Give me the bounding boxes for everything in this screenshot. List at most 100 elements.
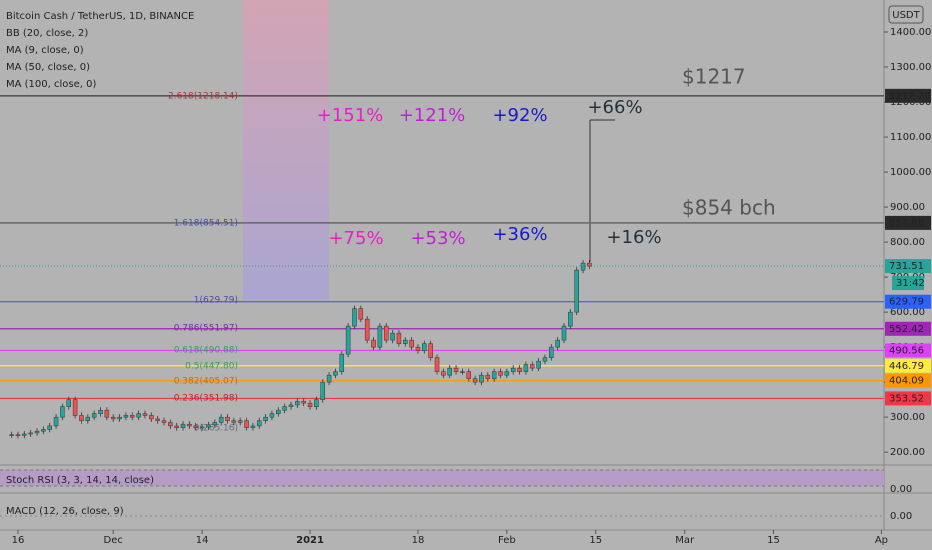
y-tick-label: 600.00 <box>890 307 925 318</box>
candle-body <box>142 413 148 416</box>
candle-body <box>180 423 186 428</box>
symbol-title: Bitcoin Cash / TetherUS, 1D, BINANCE <box>6 11 194 22</box>
candle-body <box>250 425 256 428</box>
price-annotation: $1217 <box>682 65 746 89</box>
percent-annotation: +53% <box>410 228 465 249</box>
candle-body <box>472 378 478 383</box>
percent-annotation: +36% <box>492 224 547 245</box>
price-level-tag: 1217.70 <box>889 91 930 102</box>
price-level-tag-bg <box>885 373 931 388</box>
price-level-tag: 629.79 <box>889 297 924 308</box>
fib-label: 0.236(351.98) <box>174 394 238 404</box>
candle-body <box>428 343 433 358</box>
candle-body <box>555 339 560 348</box>
price-level-tag-bg <box>885 391 931 406</box>
candle-body <box>263 416 268 421</box>
date-range-zone <box>243 0 329 300</box>
x-tick-label: 16 <box>12 535 25 546</box>
fib-label: 0.786(551.97) <box>174 324 238 334</box>
candle-body <box>409 339 414 348</box>
candle-body <box>491 371 497 379</box>
candle-body <box>574 269 579 313</box>
currency-box <box>888 5 924 24</box>
y-tick-label: 800.00 <box>890 237 925 248</box>
indicator-label: MA (50, close, 0) <box>6 62 90 73</box>
fib-label: 0.618(490.88) <box>174 346 238 356</box>
price-level-tag: 446.79 <box>889 361 924 372</box>
candle-body <box>136 413 141 418</box>
candle-body <box>307 402 313 407</box>
candle-body <box>479 374 484 383</box>
percent-annotation: +75% <box>328 228 383 249</box>
price-level-tag: 353.52 <box>889 393 924 404</box>
x-tick-label: 14 <box>196 535 209 546</box>
pane-tick-label: 0.00 <box>890 511 912 522</box>
last-price-tag-bg <box>885 259 931 274</box>
candle-body <box>358 308 364 320</box>
candle-body <box>269 413 275 418</box>
candle-body <box>377 325 383 348</box>
x-tick-label: Feb <box>498 535 516 546</box>
candle-body <box>91 413 97 418</box>
candle-body <box>580 262 586 271</box>
y-tick-label: 1400.00 <box>890 27 931 38</box>
x-tick-label: 2021 <box>296 535 324 546</box>
candle-body <box>517 367 522 372</box>
percent-annotation: +92% <box>492 105 547 126</box>
candle-body <box>561 325 567 341</box>
candle-body <box>498 371 503 376</box>
candle-body <box>85 416 91 421</box>
countdown-bg <box>892 276 924 291</box>
price-level-tag-bg <box>885 215 931 230</box>
stoch-band <box>0 470 884 486</box>
percent-annotation: +121% <box>399 105 466 126</box>
pane-label: MACD (12, 26, close, 9) <box>6 506 124 517</box>
candle-body <box>79 415 84 421</box>
price-annotation: $854 bch <box>682 196 776 220</box>
indicator-label: BB (20, close, 2) <box>6 28 88 39</box>
candle-body <box>98 409 103 414</box>
candle-body <box>320 381 325 400</box>
y-tick-label: 1000.00 <box>890 167 931 178</box>
candle-body <box>174 425 179 428</box>
candle-body <box>390 332 395 341</box>
candle-body <box>123 415 129 418</box>
candle-body <box>441 371 446 376</box>
candle-body <box>231 420 237 423</box>
candle-body <box>345 325 351 355</box>
candle-body <box>530 364 535 369</box>
candle-body <box>282 406 287 411</box>
candle-body <box>364 318 370 341</box>
x-tick-label: 18 <box>412 535 425 546</box>
x-tick-label: 15 <box>767 535 780 546</box>
candle-body <box>371 339 376 348</box>
candle-body <box>256 420 262 427</box>
candle-body <box>66 399 72 407</box>
price-level-tag-bg <box>885 343 931 358</box>
fib-label: 1(629.79) <box>194 296 238 306</box>
candle-body <box>523 364 529 372</box>
candle-body <box>34 430 40 434</box>
candle-body <box>168 422 173 427</box>
candle-body <box>403 339 408 344</box>
candle-body <box>41 429 46 432</box>
candle-body <box>536 360 541 369</box>
candle-body <box>288 404 294 407</box>
candle-body <box>485 374 491 379</box>
candle-body <box>396 332 402 344</box>
candle-body <box>199 426 205 429</box>
price-level-tag: 404.09 <box>889 376 924 387</box>
candle-body <box>415 346 421 351</box>
candle-body <box>542 357 548 362</box>
y-tick-label: 900.00 <box>890 202 925 213</box>
fib-label: 0.382(405.07) <box>174 377 238 387</box>
candle-body <box>383 325 389 341</box>
pane-tick-label: 0.00 <box>890 484 912 495</box>
candle-body <box>333 371 338 376</box>
candle-body <box>447 367 452 376</box>
candle-body <box>117 416 122 420</box>
price-level-tag-bg <box>885 358 931 373</box>
candle-body <box>187 423 192 427</box>
candle-body <box>193 425 198 428</box>
fib-label: 2.618(1218.14) <box>168 92 238 102</box>
